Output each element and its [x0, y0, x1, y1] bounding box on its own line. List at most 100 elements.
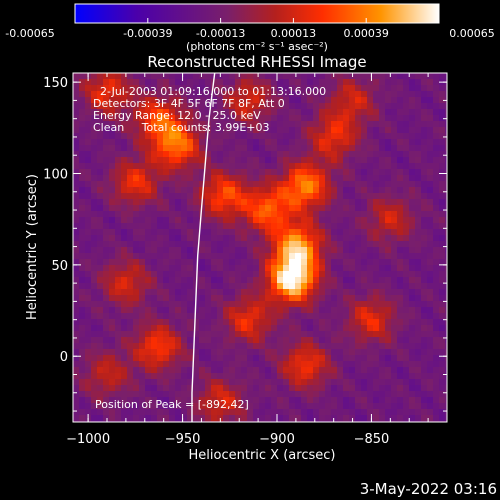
heatmap-cell	[259, 73, 266, 80]
heatmap-cell	[385, 97, 392, 104]
heatmap-cell	[367, 193, 374, 200]
heatmap-cell	[91, 367, 98, 374]
heatmap-cell	[97, 163, 104, 170]
heatmap-cell	[433, 271, 440, 278]
heatmap-cell	[169, 271, 176, 278]
heatmap-cell	[343, 151, 350, 158]
heatmap-cell	[157, 391, 164, 398]
heatmap-cell	[391, 325, 398, 332]
heatmap-cell	[301, 85, 308, 92]
heatmap-cell	[325, 199, 332, 206]
heatmap-cell	[337, 337, 344, 344]
heatmap-cell	[199, 355, 206, 362]
heatmap-cell	[385, 241, 392, 248]
heatmap-cell	[403, 157, 410, 164]
heatmap-cell	[379, 337, 386, 344]
heatmap-cell	[265, 253, 272, 260]
heatmap-cell	[121, 271, 128, 278]
heatmap-cell	[199, 373, 206, 380]
heatmap-cell	[223, 295, 230, 302]
heatmap-cell	[421, 415, 428, 422]
heatmap-cell	[175, 271, 182, 278]
heatmap-cell	[385, 199, 392, 206]
heatmap-cell	[73, 349, 80, 356]
heatmap-cell	[379, 115, 386, 122]
heatmap-cell	[193, 133, 200, 140]
heatmap-cell	[151, 85, 158, 92]
heatmap-cell	[283, 409, 290, 416]
heatmap-cell	[157, 379, 164, 386]
info-total-counts: Clean Total counts: 3.99E+03	[93, 121, 270, 134]
heatmap-cell	[409, 109, 416, 116]
heatmap-cell	[91, 97, 98, 104]
heatmap-cell	[199, 349, 206, 356]
heatmap-cell	[307, 235, 314, 242]
heatmap-cell	[169, 253, 176, 260]
heatmap-cell	[409, 253, 416, 260]
heatmap-cell	[79, 193, 86, 200]
heatmap-cell	[139, 277, 146, 284]
heatmap-cell	[277, 91, 284, 98]
heatmap-cell	[79, 331, 86, 338]
heatmap-cell	[229, 391, 236, 398]
heatmap-cell	[319, 265, 326, 272]
heatmap-cell	[265, 127, 272, 134]
heatmap-cell	[427, 97, 434, 104]
heatmap-cell	[253, 79, 260, 86]
heatmap-cell	[409, 115, 416, 122]
heatmap-cell	[307, 109, 314, 116]
heatmap-cell	[355, 127, 362, 134]
heatmap-cell	[259, 349, 266, 356]
heatmap-cell	[199, 289, 206, 296]
heatmap-cell	[181, 91, 188, 98]
heatmap-cell	[205, 109, 212, 116]
heatmap-cell	[367, 397, 374, 404]
heatmap-cell	[283, 97, 290, 104]
heatmap-cell	[199, 187, 206, 194]
heatmap-cell	[193, 409, 200, 416]
heatmap-cell	[277, 145, 284, 152]
heatmap-cell	[439, 373, 446, 380]
heatmap-cell	[283, 127, 290, 134]
heatmap-cell	[265, 343, 272, 350]
heatmap-cell	[121, 79, 128, 86]
heatmap-cell	[391, 343, 398, 350]
heatmap-cell	[223, 241, 230, 248]
heatmap-cell	[109, 271, 116, 278]
heatmap-cell	[421, 145, 428, 152]
heatmap-cell	[133, 361, 140, 368]
heatmap-cell	[193, 361, 200, 368]
heatmap-cell	[391, 319, 398, 326]
heatmap-cell	[85, 229, 92, 236]
heatmap-cell	[313, 181, 320, 188]
heatmap-cell	[307, 223, 314, 230]
heatmap-cell	[349, 397, 356, 404]
heatmap-cell	[397, 265, 404, 272]
heatmap-cell	[409, 223, 416, 230]
heatmap-cell	[109, 325, 116, 332]
heatmap-cell	[361, 325, 368, 332]
heatmap-cell	[319, 319, 326, 326]
heatmap-cell	[85, 259, 92, 266]
heatmap-cell	[175, 217, 182, 224]
heatmap-cell	[199, 379, 206, 386]
heatmap-cell	[379, 403, 386, 410]
heatmap-cell	[97, 229, 104, 236]
heatmap-cell	[259, 205, 266, 212]
heatmap-cell	[211, 265, 218, 272]
heatmap-cell	[97, 325, 104, 332]
heatmap-cell	[337, 319, 344, 326]
heatmap-cell	[445, 211, 447, 218]
heatmap-cell	[103, 163, 110, 170]
heatmap-cell	[229, 385, 236, 392]
heatmap-cell	[259, 409, 266, 416]
heatmap-cell	[295, 235, 302, 242]
y-axis-label: Heliocentric Y (arcsec)	[25, 174, 40, 320]
heatmap-cell	[163, 79, 170, 86]
heatmap-cell	[199, 205, 206, 212]
heatmap-cell	[115, 235, 122, 242]
heatmap-cell	[325, 217, 332, 224]
heatmap-cell	[103, 385, 110, 392]
heatmap-cell	[295, 163, 302, 170]
heatmap-cell	[121, 277, 128, 284]
